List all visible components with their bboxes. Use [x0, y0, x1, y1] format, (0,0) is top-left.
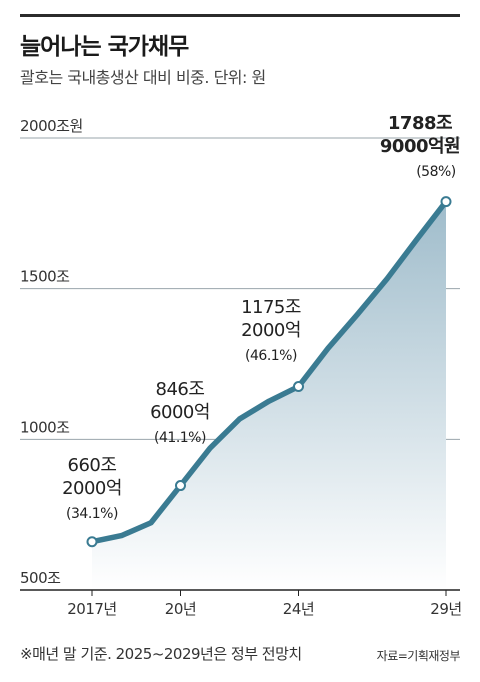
data-point-marker: [440, 196, 452, 208]
data-label: 660조: [68, 455, 117, 476]
data-point-marker: [86, 536, 98, 548]
source-credit: 자료=기획재정부: [376, 649, 461, 663]
series-line: [89, 198, 449, 545]
x-tick-label: 20년: [165, 600, 196, 618]
x-tick-label: 29년: [430, 600, 461, 618]
data-point-marker: [293, 381, 304, 393]
data-label: 1788조: [388, 113, 452, 134]
x-tick-label: 24년: [283, 600, 314, 618]
chart-subtitle: 괄호는 국내총생산 대비 비중. 단위: 원: [20, 68, 266, 87]
data-point-marker: [175, 480, 186, 492]
y-tick-label: 1000조: [20, 418, 70, 436]
y-tick-label: 500조: [20, 569, 61, 587]
data-label: 9000억원: [380, 136, 460, 157]
chart-title: 늘어나는 국가채무: [20, 34, 189, 60]
data-label: (41.1%): [154, 430, 206, 446]
area-fill: [92, 201, 446, 591]
y-tick-label: 1500조: [20, 268, 70, 286]
data-label: (46.1%): [245, 348, 297, 364]
data-label: (34.1%): [66, 506, 118, 522]
data-label: 846조: [156, 379, 205, 400]
data-label: 1175조: [241, 297, 301, 318]
data-label: 2000억: [241, 320, 301, 341]
data-label: (58%): [416, 164, 456, 180]
footnote: ※매년 말 기준. 2025~2029년은 정부 전망치: [20, 645, 302, 663]
data-label: 2000억: [62, 478, 122, 499]
x-tick-label: 2017년: [67, 600, 116, 618]
y-tick-label: 2000조원: [20, 117, 83, 135]
top-rule: [20, 14, 460, 17]
data-label: 6000억: [150, 402, 210, 423]
